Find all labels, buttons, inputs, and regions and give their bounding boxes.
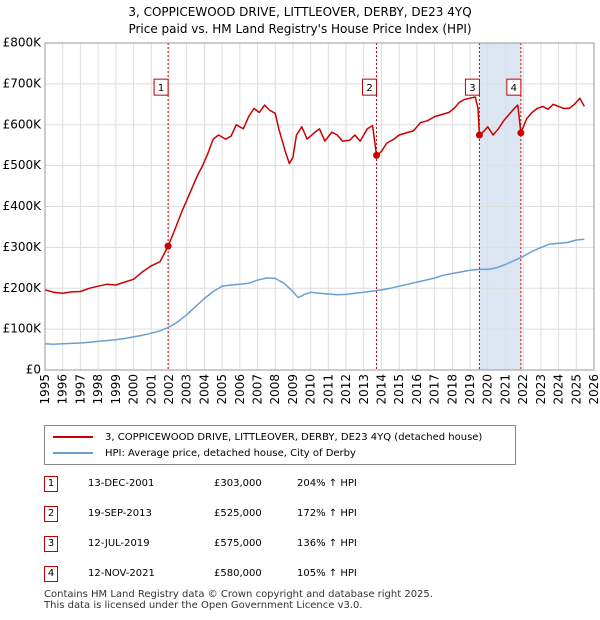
x-tick-label: 2020 (481, 374, 495, 405)
x-tick-label: 2023 (534, 374, 548, 405)
table-row: 3 12-JUL-2019 £575,000 136% ↑ HPI (44, 536, 424, 554)
sale-label-number: 3 (469, 83, 475, 94)
x-tick-label: 2012 (339, 374, 353, 405)
title-line-2: Price paid vs. HM Land Registry's House … (128, 22, 472, 36)
sale-price: £303,000 (214, 478, 262, 489)
sale-label-box (362, 78, 378, 96)
legend-label-property: 3, COPPICEWOOD DRIVE, LITTLEOVER, DERBY,… (105, 431, 483, 443)
x-tick-label: 1995 (38, 374, 52, 405)
footer-attribution: Contains HM Land Registry data © Crown c… (44, 589, 433, 611)
y-tick-label: £0 (26, 363, 41, 377)
y-tick-label: £500K (3, 158, 43, 172)
sale-price: £575,000 (214, 538, 262, 549)
sale-hpi-change: 172% ↑ HPI (297, 508, 357, 519)
property-price-line (44, 96, 585, 294)
x-tick-label: 2005 (215, 374, 229, 405)
y-tick-label: £100K (3, 322, 43, 336)
y-tick-label: £400K (3, 199, 43, 213)
x-tick-label: 2026 (587, 374, 600, 405)
x-tick-label: 2025 (569, 374, 583, 405)
x-tick-label: 1998 (91, 374, 105, 405)
sale-hpi-change: 204% ↑ HPI (297, 478, 357, 489)
sale-label-box (464, 78, 480, 96)
sale-label-number: 4 (511, 83, 517, 94)
hpi-line (44, 238, 585, 345)
sale-number-badge: 2 (44, 506, 58, 522)
x-tick-label: 2008 (268, 374, 282, 405)
sale-label-box (506, 78, 522, 96)
x-tick-label: 2000 (127, 374, 141, 405)
x-tick-label: 2022 (516, 374, 530, 405)
title-line-1: 3, COPPICEWOOD DRIVE, LITTLEOVER, DERBY,… (128, 5, 472, 19)
sale-label-box (153, 78, 169, 96)
sale-number-badge: 1 (44, 476, 58, 492)
legend-swatch-hpi (53, 452, 93, 454)
x-tick-label: 1999 (109, 374, 123, 405)
legend-item-hpi: HPI: Average price, detached house, City… (53, 446, 356, 460)
legend: 3, COPPICEWOOD DRIVE, LITTLEOVER, DERBY,… (44, 425, 516, 465)
sale-date: 12-NOV-2021 (88, 568, 155, 579)
sale-label-number: 2 (366, 83, 372, 94)
x-tick-label: 2019 (463, 374, 477, 405)
sale-hpi-change: 105% ↑ HPI (297, 568, 357, 579)
x-tick-label: 2007 (251, 374, 265, 405)
x-tick-label: 2017 (428, 374, 442, 405)
sale-price: £525,000 (214, 508, 262, 519)
footer-line-2: This data is licensed under the Open Gov… (44, 600, 363, 611)
sale-date: 13-DEC-2001 (88, 478, 155, 489)
x-tick-label: 2016 (410, 374, 424, 405)
sale-label-number: 1 (158, 83, 164, 94)
x-tick-label: 1997 (73, 374, 87, 405)
sale-hpi-change: 136% ↑ HPI (297, 538, 357, 549)
x-tick-label: 2003 (180, 374, 194, 405)
legend-swatch-property (53, 436, 93, 438)
x-tick-label: 2015 (392, 374, 406, 405)
sale-date: 19-SEP-2013 (88, 508, 152, 519)
x-tick-label: 2018 (445, 374, 459, 405)
x-tick-label: 1996 (56, 374, 70, 405)
sale-number-badge: 4 (44, 566, 58, 582)
plot-frame (44, 42, 595, 371)
sale-price: £580,000 (214, 568, 262, 579)
x-tick-label: 2024 (552, 374, 566, 405)
price-chart: 1 2 3 4 £0 £100K £200K £300K £400K £500K £600K £70… (3, 36, 600, 405)
sale-point (517, 129, 525, 137)
x-tick-label: 2011 (321, 374, 335, 405)
x-tick-label: 2010 (304, 374, 318, 405)
y-tick-label: £800K (3, 36, 43, 50)
x-tick-label: 2013 (357, 374, 371, 405)
sale-point (475, 131, 483, 139)
legend-item-property: 3, COPPICEWOOD DRIVE, LITTLEOVER, DERBY,… (53, 430, 482, 444)
x-tick-label: 2001 (144, 374, 158, 405)
sale-date: 12-JUL-2019 (88, 538, 150, 549)
x-tick-label: 2004 (197, 374, 211, 405)
sale-point (164, 242, 172, 250)
table-row: 4 12-NOV-2021 £580,000 105% ↑ HPI (44, 566, 424, 584)
chart-title: 3, COPPICEWOOD DRIVE, LITTLEOVER, DERBY,… (0, 4, 600, 38)
legend-label-hpi: HPI: Average price, detached house, City… (105, 447, 356, 459)
table-row: 1 13-DEC-2001 £303,000 204% ↑ HPI (44, 476, 424, 494)
x-tick-label: 2021 (498, 374, 512, 405)
y-tick-label: £300K (3, 240, 43, 254)
x-tick-label: 2002 (162, 374, 176, 405)
footer-line-1: Contains HM Land Registry data © Crown c… (44, 589, 433, 600)
x-tick-label: 2006 (233, 374, 247, 405)
y-tick-label: £200K (3, 281, 43, 295)
y-tick-label: £600K (3, 117, 43, 131)
sale-number-badge: 3 (44, 536, 58, 552)
x-tick-label: 2014 (374, 374, 388, 405)
sale-point (373, 151, 381, 159)
x-tick-label: 2009 (286, 374, 300, 405)
table-row: 2 19-SEP-2013 £525,000 172% ↑ HPI (44, 506, 424, 524)
y-tick-label: £700K (3, 76, 43, 90)
